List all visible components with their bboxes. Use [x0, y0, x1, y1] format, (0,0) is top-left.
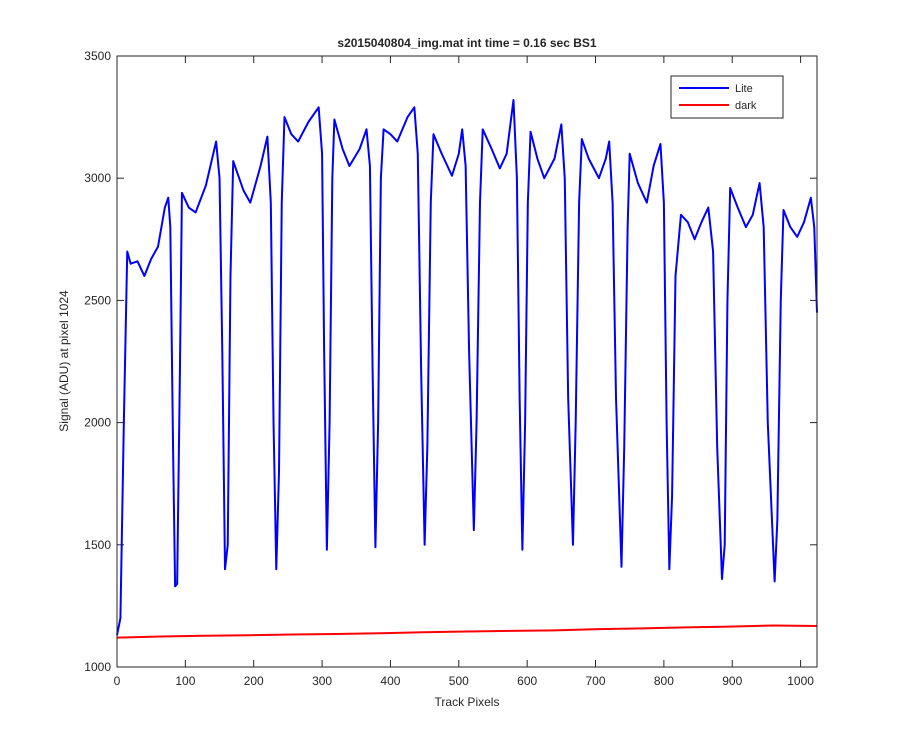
legend-box: [670, 75, 784, 119]
y-tick-label: 2500: [84, 293, 111, 307]
x-tick-label: 200: [244, 674, 264, 688]
y-tick-label: 3500: [84, 49, 111, 63]
x-tick-label: 900: [722, 674, 742, 688]
x-tick-label: 1000: [787, 674, 814, 688]
x-tick-label: 800: [654, 674, 674, 688]
x-tick-label: 600: [517, 674, 537, 688]
y-axis-label: Signal (ADU) at pixel 1024: [57, 290, 71, 432]
x-tick-label: 400: [380, 674, 400, 688]
data-line: [116, 624, 818, 639]
legend-label: dark: [735, 100, 757, 112]
axes-box: [116, 55, 818, 668]
y-tick-label: 2000: [84, 416, 111, 430]
legend: Lite dark: [670, 75, 784, 119]
y-tick-label: 1000: [84, 660, 111, 674]
legend-label: Lite: [735, 83, 753, 95]
y-tick-label: 3000: [84, 171, 111, 185]
x-tick-label: 500: [449, 674, 469, 688]
x-axis-label: Track Pixels: [435, 695, 500, 709]
x-tick-label: 300: [312, 674, 332, 688]
x-tick-label: 100: [175, 674, 195, 688]
x-tick-label: 700: [586, 674, 606, 688]
chart-title: s2015040804_img.mat int time = 0.16 sec …: [337, 36, 596, 50]
x-tick-label: 0: [114, 674, 121, 688]
data-line: [116, 98, 818, 636]
y-tick-label: 1500: [84, 538, 111, 552]
